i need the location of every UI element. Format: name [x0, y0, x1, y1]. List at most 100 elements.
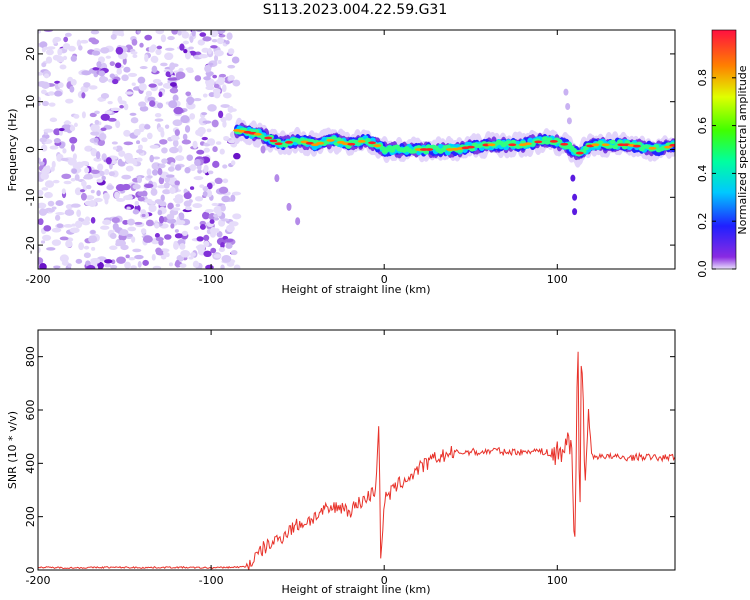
noise-blob — [231, 56, 240, 64]
noise-blob — [63, 121, 72, 125]
noise-blob — [147, 96, 156, 102]
noise-blob — [175, 219, 186, 226]
noise-blob — [142, 259, 149, 266]
noise-blob — [214, 177, 223, 185]
noise-blob — [43, 128, 54, 133]
snr-ticks: -200 -100 0 100 0 200 400 600 800 — [24, 330, 675, 587]
noise-blob — [121, 183, 131, 191]
ridge-band — [510, 139, 517, 145]
noise-blob — [222, 178, 229, 184]
noise-blob — [156, 45, 163, 50]
noise-blob — [90, 169, 100, 175]
noise-blob — [39, 137, 47, 143]
noise-blob — [193, 98, 202, 102]
noise-blob — [139, 105, 149, 112]
streak-blob — [566, 117, 572, 125]
noise-blob — [110, 264, 118, 269]
noise-blob — [187, 100, 193, 106]
ridge-core — [487, 143, 496, 147]
noise-blob — [41, 144, 48, 152]
noise-blob — [52, 179, 60, 184]
noise-blob — [202, 186, 209, 192]
noise-blob — [91, 50, 101, 56]
noise-blob — [151, 169, 159, 176]
noise-blob — [62, 43, 71, 50]
noise-blob — [93, 137, 99, 143]
noise-blob — [128, 256, 136, 261]
noise-blob — [191, 30, 196, 37]
noise-blob — [154, 233, 160, 238]
noise-blob — [84, 200, 93, 206]
noise-blob — [163, 182, 170, 189]
noise-blob — [154, 199, 163, 204]
noise-blob — [98, 70, 106, 77]
noise-blob — [104, 168, 110, 176]
noise-blob — [38, 202, 47, 209]
noise-blob — [220, 104, 230, 108]
ridge-band — [609, 139, 616, 145]
noise-blob — [189, 113, 196, 120]
noise-blob — [152, 78, 162, 84]
noise-blob — [211, 119, 219, 128]
noise-blob — [170, 223, 175, 229]
noise-blob — [217, 59, 222, 65]
noise-blob — [104, 263, 112, 268]
spectrogram-ylabel: Frequency (Hz) — [6, 109, 19, 192]
noise-blob — [203, 143, 211, 147]
noise-blob — [133, 128, 141, 136]
noise-blob — [90, 230, 96, 234]
noise-blob — [134, 221, 143, 225]
noise-blob — [177, 30, 182, 36]
ridge-core — [274, 142, 283, 146]
noise-blob — [158, 215, 165, 224]
noise-blob — [160, 254, 167, 260]
noise-blob — [143, 183, 154, 189]
streak-blob — [563, 88, 569, 96]
noise-blob — [164, 47, 175, 51]
colorbar-tick-label: 0.4 — [696, 165, 709, 183]
noise-blob — [96, 190, 101, 197]
noise-blob — [106, 184, 114, 190]
noise-blob — [157, 126, 164, 133]
noise-blob — [101, 175, 106, 181]
noise-blob — [110, 33, 117, 40]
noise-blob — [86, 184, 92, 190]
noise-blob — [174, 164, 182, 171]
noise-blob — [102, 219, 112, 225]
noise-blob — [179, 43, 185, 51]
noise-blob — [111, 159, 118, 165]
noise-blob — [203, 240, 210, 247]
noise-blob — [119, 229, 129, 237]
noise-blob — [181, 139, 192, 145]
noise-blob — [174, 233, 183, 239]
noise-blob — [38, 96, 41, 102]
ridge-core — [664, 145, 673, 149]
noise-blob — [54, 80, 61, 84]
noise-blob — [217, 77, 226, 83]
noise-blob — [116, 256, 126, 264]
ridge-core — [669, 143, 675, 147]
noise-blob — [97, 163, 104, 171]
colorbar-tick-label: 0.0 — [696, 260, 709, 278]
noise-blob — [188, 199, 193, 204]
noise-blob — [112, 146, 118, 150]
noise-blob — [59, 64, 67, 70]
noise-blob — [182, 40, 189, 45]
spectrogram-ytick-label: 10 — [24, 95, 37, 109]
noise-blob — [129, 112, 137, 116]
noise-blob — [47, 208, 55, 213]
noise-blob — [217, 210, 222, 217]
noise-blob — [107, 117, 117, 122]
noise-blob — [55, 200, 64, 207]
noise-blob — [138, 101, 147, 108]
noise-blob — [81, 111, 86, 119]
noise-blob — [155, 30, 165, 35]
noise-blob — [158, 91, 163, 98]
noise-blob — [40, 89, 47, 95]
ridge-band — [345, 144, 352, 149]
noise-blob — [152, 156, 161, 160]
noise-blob — [78, 242, 85, 251]
noise-blob — [169, 82, 177, 87]
noise-blob — [146, 132, 153, 140]
noise-blob — [136, 140, 141, 145]
